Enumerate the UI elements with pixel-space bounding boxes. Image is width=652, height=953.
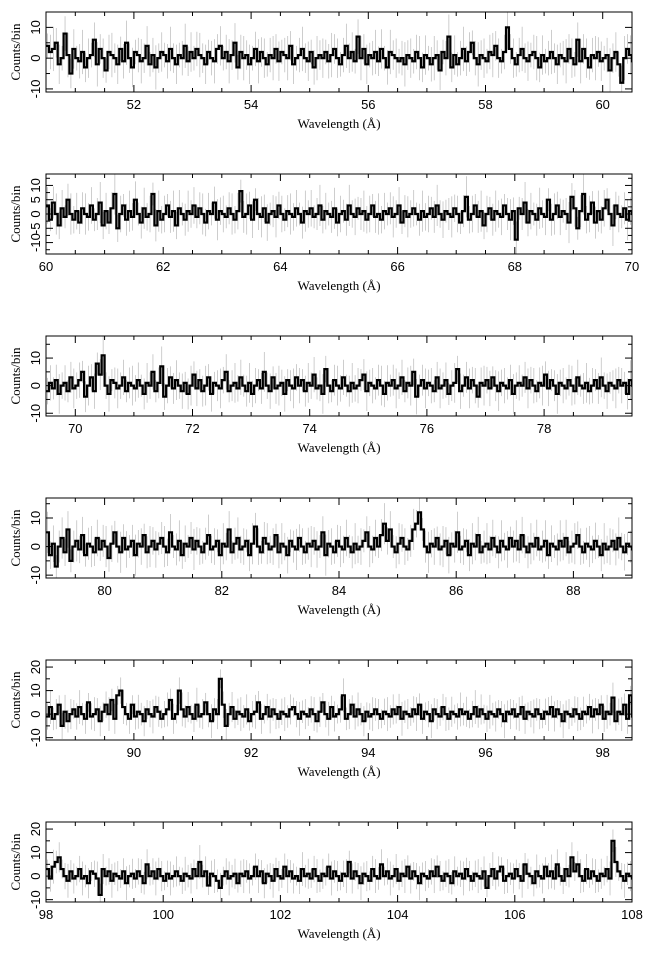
y-tick-label: -5 [28,223,43,235]
x-tick-label: 66 [390,259,404,274]
y-tick-label: 0 [28,210,43,217]
x-tick-label: 90 [127,745,141,760]
x-axis-label: Wavelength (Å) [297,926,380,941]
y-axis-label: Counts/bin [8,671,23,729]
y-tick-label: 10 [28,683,43,697]
x-tick-label: 94 [361,745,375,760]
error-bars [47,829,631,902]
x-tick-label: 58 [478,97,492,112]
y-axis-label: Counts/bin [8,185,23,243]
x-tick-label: 76 [420,421,434,436]
x-tick-label: 60 [595,97,609,112]
chart-panel-3: 70 72 74 76 78 -10 0 10 Wavelength (Å) Counts/bin [8,335,633,455]
x-tick-label: 102 [270,907,292,922]
x-tick-label: 72 [185,421,199,436]
x-tick-label: 60 [39,259,53,274]
counts-series-line [46,354,632,398]
counts-series-line [46,26,632,84]
y-tick-label: -10 [28,404,43,423]
x-tick-label: 70 [68,421,82,436]
y-tick-label: 0 [28,382,43,389]
y-tick-label: 10 [28,20,43,34]
plot-frame [45,821,633,903]
x-axis-label: Wavelength (Å) [297,278,380,293]
x-tick-label: 52 [127,97,141,112]
x-tick-label: 62 [156,259,170,274]
y-axis-label: Counts/bin [8,347,23,405]
counts-series-line [46,190,632,241]
y-axis-label: Counts/bin [8,23,23,81]
y-tick-label: 0 [28,55,43,62]
error-bars [47,669,631,740]
plot-frame [45,497,633,579]
y-tick-label: 0 [28,873,43,880]
error-bars [47,336,631,415]
x-tick-label: 88 [566,583,580,598]
error-bars [47,498,631,578]
chart-panel-1: 52 54 56 58 60 -10 0 10 Wavelength (Å) Counts/bin [8,11,633,131]
x-tick-label: 56 [361,97,375,112]
x-tick-label: 84 [332,583,346,598]
x-tick-label: 70 [625,259,639,274]
chart-panel-4: 80 82 84 86 88 -10 0 10 Wavelength (Å) Counts/bin [8,497,633,617]
x-axis-label: Wavelength (Å) [297,764,380,779]
x-axis-label: Wavelength (Å) [297,440,380,455]
x-tick-label: 100 [152,907,174,922]
counts-series-line [46,677,632,727]
y-tick-label: -10 [28,890,43,909]
x-tick-label: 98 [39,907,53,922]
y-axis-label: Counts/bin [8,833,23,891]
y-tick-label: -10 [28,728,43,747]
x-tick-label: 80 [97,583,111,598]
y-tick-label: -10 [28,233,43,252]
x-tick-label: 82 [215,583,229,598]
x-tick-label: 54 [244,97,258,112]
x-tick-label: 92 [244,745,258,760]
x-tick-label: 78 [537,421,551,436]
x-tick-label: 74 [302,421,316,436]
y-tick-label: -10 [28,80,43,99]
x-tick-label: 98 [595,745,609,760]
x-tick-label: 108 [621,907,643,922]
x-tick-label: 86 [449,583,463,598]
counts-series-line [46,511,632,568]
x-tick-label: 64 [273,259,287,274]
x-tick-label: 104 [387,907,409,922]
y-tick-label: 0 [28,543,43,550]
x-tick-label: 96 [478,745,492,760]
x-tick-label: 68 [508,259,522,274]
x-tick-label: 106 [504,907,526,922]
x-axis-label: Wavelength (Å) [297,602,380,617]
y-tick-label: 20 [28,660,43,674]
y-tick-label: 10 [28,511,43,525]
y-tick-label: -10 [28,566,43,585]
y-tick-label: 5 [28,196,43,203]
counts-series-line [46,839,632,897]
chart-panel-6: 98 100 102 104 106 108 -10 0 10 20 Wavelength (Å) C… [8,821,643,941]
y-tick-label: 10 [28,845,43,859]
chart-panel-2: 60 62 64 66 68 70 -10-5 0 5 10 Wavelength (Å) Count… [8,173,639,293]
y-tick-label: 10 [28,178,43,192]
y-tick-label: 10 [28,351,43,365]
x-axis-label: Wavelength (Å) [297,116,380,131]
plot-frame [45,659,633,741]
chart-panel-5: 90 92 94 96 98 -10 0 10 20 Wavelength (Å) Counts/b… [8,659,633,779]
y-axis-label: Counts/bin [8,509,23,567]
y-tick-label: 20 [28,822,43,836]
y-tick-label: 0 [28,711,43,718]
